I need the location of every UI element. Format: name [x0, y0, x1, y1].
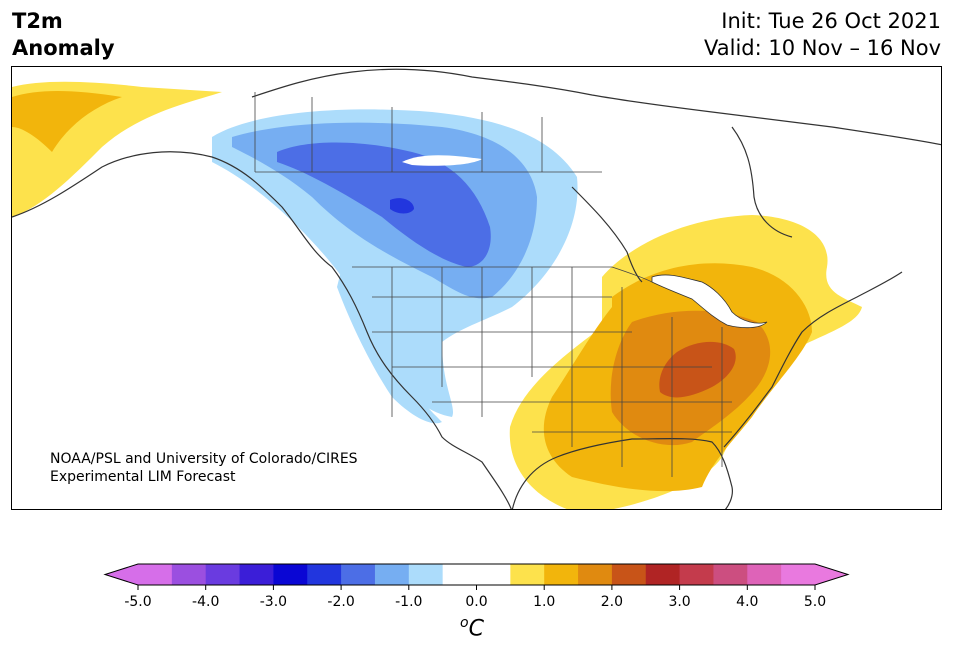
colorbar-swatch	[171, 564, 207, 585]
degree-symbol: o	[460, 615, 469, 631]
forecast-dates: Init: Tue 26 Oct 2021 Valid: 10 Nov – 16…	[704, 8, 941, 62]
unit-letter: C	[468, 616, 484, 642]
cold-west-lobe	[337, 267, 442, 424]
credit-line-2: Experimental LIM Forecast	[50, 469, 236, 485]
colorbar-swatch	[747, 564, 782, 585]
colorbar-tick-label: 3.0	[668, 594, 690, 610]
colorbar-tick-label: -1.0	[395, 594, 422, 610]
colorbar-swatch	[679, 564, 714, 585]
title-line-1: T2m	[12, 9, 63, 33]
map-title: T2m Anomaly	[12, 8, 115, 62]
valid-dates: Valid: 10 Nov – 16 Nov	[704, 36, 941, 60]
colorbar-tick-label: -4.0	[192, 594, 219, 610]
colorbar-tick-label: -3.0	[260, 594, 287, 610]
colorbar-over-arrow	[815, 564, 848, 585]
colorbar-tick-label: -2.0	[327, 594, 354, 610]
map-svg	[12, 68, 941, 509]
colorbar-swatch	[645, 564, 681, 585]
colorbar-swatch	[476, 564, 511, 585]
credit-line-1: NOAA/PSL and University of Colorado/CIRE…	[50, 451, 358, 467]
title-line-2: Anomaly	[12, 36, 115, 60]
colorbar-tick-label: 2.0	[601, 594, 623, 610]
hudson-bay-ice	[402, 155, 482, 166]
colorbar-swatch	[713, 564, 748, 585]
colorbar-tick-label: 1.0	[533, 594, 555, 610]
colorbar-tick-label: -5.0	[124, 594, 151, 610]
cold-anomaly-core	[390, 198, 414, 214]
colorbar-tick-label: 5.0	[804, 594, 826, 610]
cold-anomaly-strong	[277, 142, 491, 267]
colorbar-swatch	[138, 564, 173, 585]
colorbar-swatch	[408, 564, 444, 585]
alaska-warm-core	[12, 91, 122, 152]
init-date: Init: Tue 26 Oct 2021	[721, 9, 941, 33]
colorbar-swatch	[374, 564, 410, 585]
colorbar-tick-label: 4.0	[736, 594, 758, 610]
colorbar-swatch	[239, 564, 274, 585]
political-borders	[254, 92, 732, 477]
colorbar-swatch	[442, 564, 477, 585]
coastlines	[12, 68, 941, 509]
colorbar-swatch	[611, 564, 647, 585]
colorbar-unit: oC	[460, 615, 484, 641]
colorbar-swatch	[544, 564, 579, 585]
colorbar-swatch	[341, 564, 376, 585]
anomaly-map: NOAA/PSL and University of Colorado/CIRE…	[11, 66, 942, 510]
colorbar-tick-label: 0.0	[465, 594, 487, 610]
colorbar-swatch	[578, 564, 613, 585]
colorbar-swatch	[205, 564, 241, 585]
warm-anomaly-core	[659, 341, 736, 398]
colorbar-swatch	[307, 564, 342, 585]
great-lakes	[651, 274, 768, 329]
colorbar-swatch	[781, 564, 816, 585]
colorbar-swatch	[510, 564, 545, 585]
colorbar-under-arrow	[105, 564, 138, 585]
colorbar-swatch	[273, 564, 308, 585]
credit-text: NOAA/PSL and University of Colorado/CIRE…	[50, 450, 358, 486]
